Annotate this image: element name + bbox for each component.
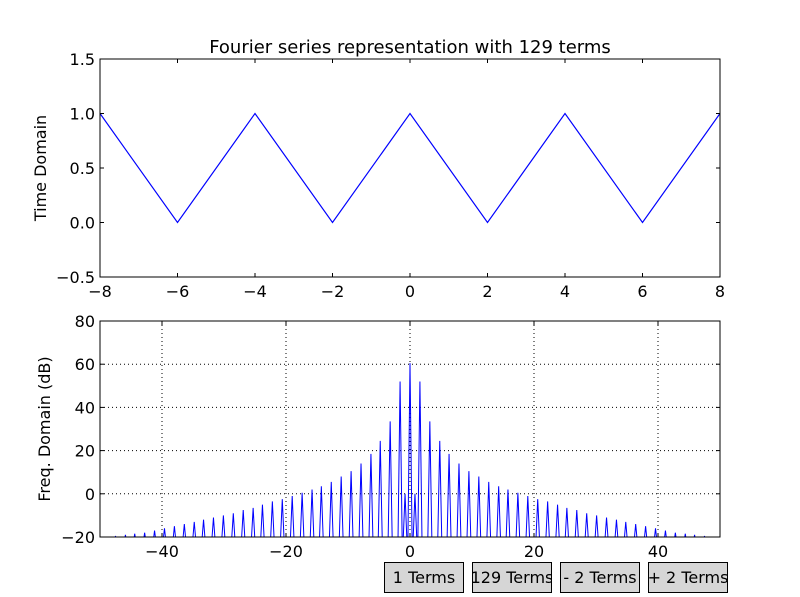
y-tick-label: 0.5 [70,159,95,178]
x-tick-label: 20 [524,542,544,561]
y-tick-label: 80 [75,312,95,331]
x-tick-label: 40 [648,542,668,561]
x-tick-label: 0 [405,282,415,301]
x-tick-label: 0 [405,542,415,561]
y-tick-label: −20 [61,528,95,547]
chart-title: Fourier series representation with 129 t… [209,37,611,58]
plus-two-terms-button[interactable]: + 2 Terms [648,562,728,593]
current-terms-button[interactable]: 129 Terms [472,562,552,593]
x-tick-label: 6 [637,282,647,301]
time-domain-ylabel: Time Domain [31,115,50,222]
x-tick-label: 4 [560,282,570,301]
y-tick-label: 1.0 [70,105,95,124]
y-tick-label: 1.5 [70,50,95,69]
freq-domain-ylabel: Freq. Domain (dB) [35,356,54,501]
y-tick-label: 60 [75,355,95,374]
axes-frame [99,58,721,278]
x-tick-label: −40 [145,542,179,561]
freq-domain-axes: −40 −20 0 20 40 −20 0 20 40 60 80 [61,312,721,561]
y-tick-label: −0.5 [56,268,95,287]
time-domain-series-line [100,112,720,224]
one-terms-button[interactable]: 1 Terms [384,562,464,593]
x-tick-label: 8 [715,282,725,301]
x-tick-label: −2 [321,282,345,301]
x-tick-label: −6 [166,282,190,301]
x-tick-label: −20 [269,542,303,561]
x-tick-label: −4 [243,282,267,301]
time-domain-axes: −8 −6 −4 −2 0 2 4 6 8 −0.5 0.0 0.5 1.0 1.5 [56,50,725,301]
y-tick-label: 0.0 [70,214,95,233]
x-tick-label: 2 [482,282,492,301]
freq-domain-series-line [114,363,706,537]
y-tick-label: 0 [85,485,95,504]
y-tick-label: 20 [75,442,95,461]
y-tick-label: 40 [75,398,95,417]
minus-two-terms-button[interactable]: - 2 Terms [560,562,640,593]
x-tick-label: −8 [88,282,112,301]
